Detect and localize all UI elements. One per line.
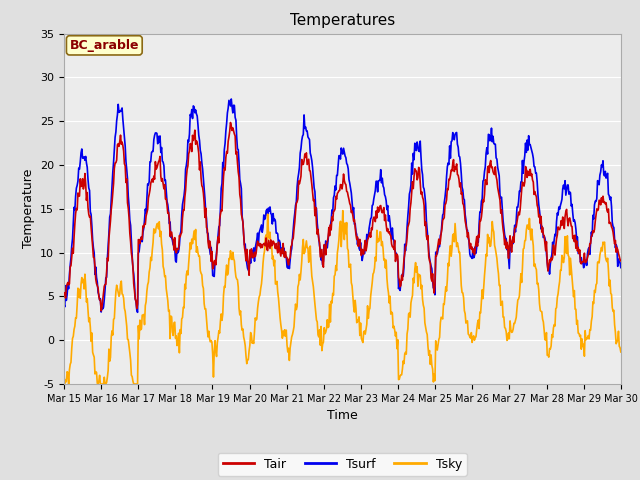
Line: Tair: Tair xyxy=(64,122,621,311)
Line: Tsky: Tsky xyxy=(64,211,621,384)
Tsurf xyxy=(60,301,68,307)
Tsky xyxy=(60,381,68,387)
Tsurf xyxy=(134,310,141,315)
X-axis label: Time: Time xyxy=(327,409,358,422)
Tsky xyxy=(214,340,221,346)
Tsky xyxy=(411,266,419,272)
Tsurf xyxy=(70,204,78,210)
Tsky xyxy=(428,352,435,358)
Tsky xyxy=(617,349,625,355)
Tair xyxy=(70,234,78,240)
Tsky xyxy=(339,208,347,214)
Tsurf xyxy=(412,144,419,149)
Tair xyxy=(617,258,625,264)
Tair xyxy=(128,255,136,261)
Tsurf xyxy=(617,264,625,270)
Tair xyxy=(227,120,234,125)
Tsky xyxy=(184,272,192,278)
Tsurf xyxy=(185,139,193,144)
Tair xyxy=(214,234,222,240)
Tair xyxy=(185,151,193,156)
Legend: Tair, Tsurf, Tsky: Tair, Tsurf, Tsky xyxy=(218,453,467,476)
Tsurf xyxy=(214,232,222,238)
Tsky xyxy=(70,326,78,332)
Tair xyxy=(412,168,419,173)
Text: BC_arable: BC_arable xyxy=(70,39,139,52)
Tair xyxy=(97,308,105,314)
Line: Tsurf: Tsurf xyxy=(64,99,621,312)
Tair xyxy=(428,278,436,284)
Tsurf xyxy=(127,239,135,244)
Title: Temperatures: Temperatures xyxy=(290,13,395,28)
Y-axis label: Temperature: Temperature xyxy=(22,169,35,249)
Tsurf xyxy=(227,96,235,102)
Tair xyxy=(60,291,68,297)
Tsurf xyxy=(428,266,436,272)
Tsky xyxy=(127,372,135,378)
